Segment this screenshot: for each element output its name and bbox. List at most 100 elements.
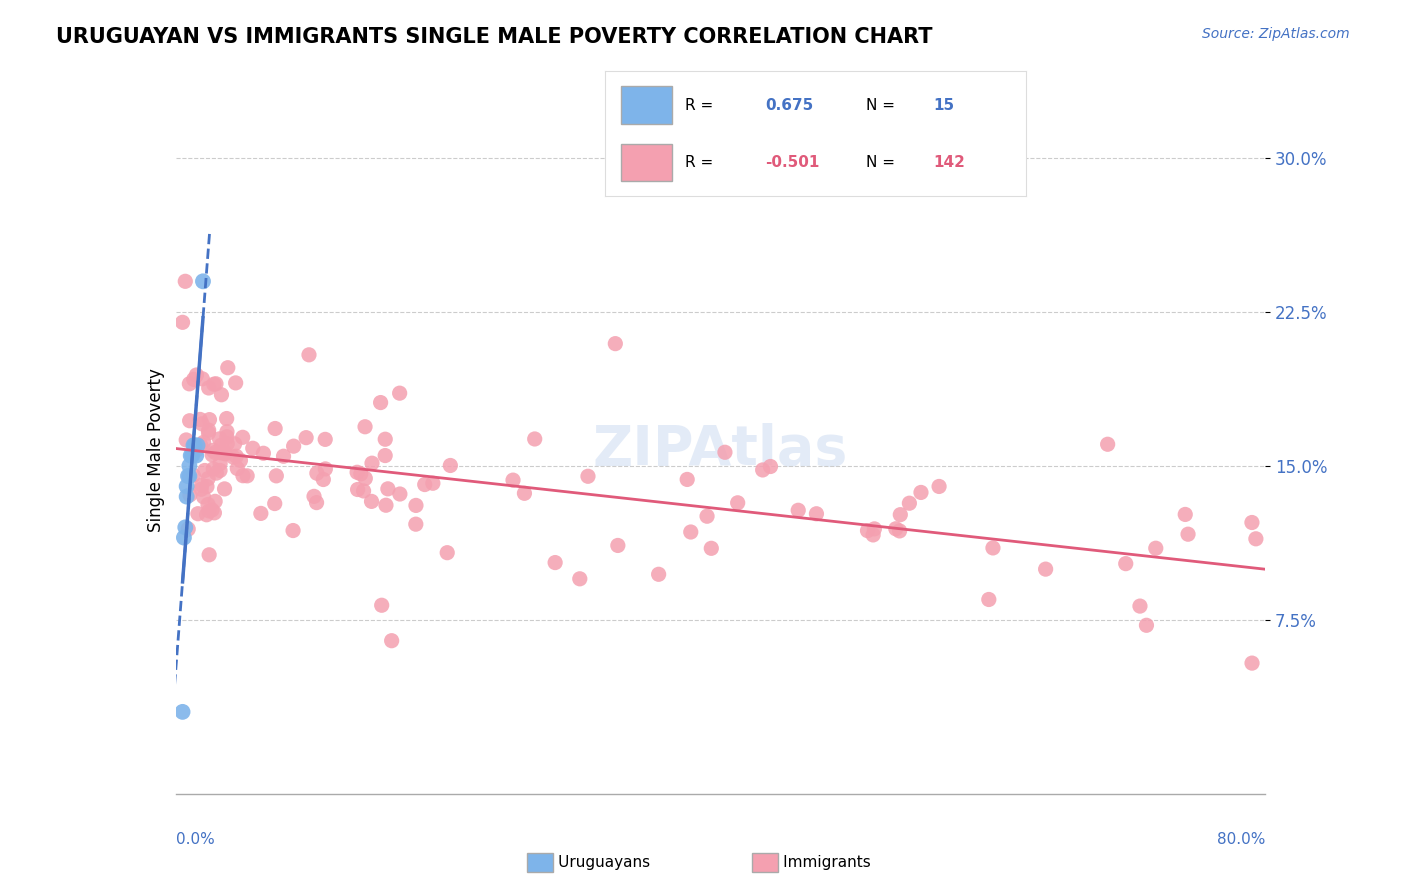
- Point: [884, 522, 907, 536]
- Point: [513, 486, 536, 500]
- Y-axis label: Single Male Poverty: Single Male Poverty: [146, 368, 165, 533]
- Point: [439, 458, 461, 473]
- Point: [209, 388, 232, 402]
- Point: [179, 469, 201, 483]
- Point: [370, 599, 392, 613]
- Point: [375, 498, 398, 512]
- Point: [977, 592, 1000, 607]
- Point: [263, 497, 285, 511]
- Point: [177, 522, 200, 536]
- Point: [191, 417, 214, 431]
- Point: [1177, 527, 1199, 541]
- Point: [187, 507, 209, 521]
- Point: [198, 504, 221, 518]
- Point: [242, 442, 264, 456]
- Point: [226, 461, 249, 475]
- Text: -0.501: -0.501: [765, 155, 820, 170]
- Point: [374, 432, 396, 446]
- Bar: [621, 87, 672, 124]
- Point: [751, 463, 773, 477]
- Point: [312, 473, 335, 487]
- Point: [1097, 437, 1119, 451]
- Point: [204, 445, 226, 459]
- Text: R =: R =: [685, 97, 713, 112]
- Point: [377, 482, 399, 496]
- Point: [197, 381, 219, 395]
- Point: [179, 376, 201, 391]
- Point: [302, 489, 325, 503]
- Point: [283, 439, 305, 453]
- Point: [727, 496, 749, 510]
- Point: [193, 435, 215, 450]
- Point: [700, 541, 723, 556]
- Point: [191, 372, 214, 386]
- Point: [188, 412, 211, 426]
- Point: [222, 450, 245, 464]
- Point: [405, 517, 427, 532]
- Point: [208, 463, 231, 477]
- Text: □  Uruguayans: □ Uruguayans: [534, 855, 651, 870]
- Point: [759, 459, 782, 474]
- Point: [172, 315, 194, 329]
- Text: 0.0%: 0.0%: [176, 831, 215, 847]
- Point: [679, 524, 702, 539]
- Point: [204, 494, 226, 508]
- Point: [214, 482, 236, 496]
- Point: [190, 478, 212, 492]
- Point: [198, 412, 221, 426]
- Point: [981, 541, 1004, 555]
- Point: [186, 368, 208, 382]
- Point: [225, 376, 247, 390]
- Point: [180, 449, 202, 463]
- Point: [186, 449, 208, 463]
- Point: [193, 490, 215, 504]
- Point: [889, 508, 911, 522]
- Point: [183, 372, 205, 386]
- Point: [179, 458, 201, 473]
- Point: [422, 476, 444, 491]
- Text: 80.0%: 80.0%: [1218, 831, 1265, 847]
- Point: [236, 468, 259, 483]
- Point: [281, 524, 304, 538]
- Point: [190, 438, 212, 452]
- Point: [360, 494, 382, 508]
- Point: [195, 479, 218, 493]
- Point: [214, 447, 236, 461]
- Point: [696, 509, 718, 524]
- Point: [1174, 508, 1197, 522]
- Point: [197, 498, 219, 512]
- Text: R =: R =: [685, 155, 713, 170]
- Point: [502, 473, 524, 487]
- Point: [208, 432, 231, 446]
- Point: [209, 438, 232, 452]
- Point: [174, 433, 197, 447]
- Point: [183, 438, 205, 452]
- Point: [173, 531, 195, 545]
- Point: [181, 449, 204, 463]
- Point: [215, 430, 238, 444]
- Point: [197, 472, 219, 486]
- Point: [215, 425, 238, 439]
- Point: [179, 488, 201, 502]
- Point: [413, 477, 436, 491]
- Point: [225, 449, 247, 463]
- Point: [605, 336, 627, 351]
- Point: [174, 274, 197, 288]
- Point: [353, 483, 375, 498]
- Point: [201, 503, 224, 517]
- Point: [436, 546, 458, 560]
- Point: [1115, 557, 1137, 571]
- Point: [806, 507, 828, 521]
- Point: [229, 453, 252, 467]
- Point: [346, 483, 368, 497]
- Point: [889, 524, 911, 538]
- Text: 142: 142: [934, 155, 966, 170]
- Point: [179, 414, 201, 428]
- Text: 15: 15: [934, 97, 955, 112]
- Point: [1135, 618, 1157, 632]
- Text: URUGUAYAN VS IMMIGRANTS SINGLE MALE POVERTY CORRELATION CHART: URUGUAYAN VS IMMIGRANTS SINGLE MALE POVE…: [56, 27, 932, 46]
- Point: [1144, 541, 1167, 556]
- Point: [197, 425, 219, 440]
- Point: [232, 468, 254, 483]
- Point: [224, 437, 246, 451]
